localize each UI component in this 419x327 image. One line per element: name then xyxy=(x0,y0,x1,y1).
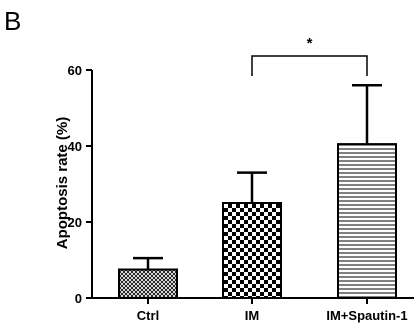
y-tick-label: 40 xyxy=(68,139,82,154)
x-categories: Ctrl IM IM+Spautin-1 xyxy=(137,298,408,323)
y-ticks: 0 20 40 60 xyxy=(68,63,92,306)
bar-ctrl xyxy=(118,268,178,299)
significance-star: * xyxy=(307,35,313,52)
bars xyxy=(118,143,397,299)
bar-im xyxy=(222,202,282,299)
x-tick-label: IM+Spautin-1 xyxy=(326,308,407,323)
significance-annotation: * xyxy=(251,35,368,76)
significance-bracket xyxy=(251,55,368,76)
x-tick-label: Ctrl xyxy=(137,308,159,323)
y-tick-label: 20 xyxy=(68,215,82,230)
error-bars xyxy=(133,83,382,270)
y-tick-label: 0 xyxy=(75,291,82,306)
panel-label: B xyxy=(4,6,21,36)
y-tick-label: 60 xyxy=(68,63,82,78)
x-tick-label: IM xyxy=(245,308,259,323)
y-axis-label: Apoptosis rate (%) xyxy=(54,117,71,250)
bar-im-spautin-1 xyxy=(337,143,397,299)
